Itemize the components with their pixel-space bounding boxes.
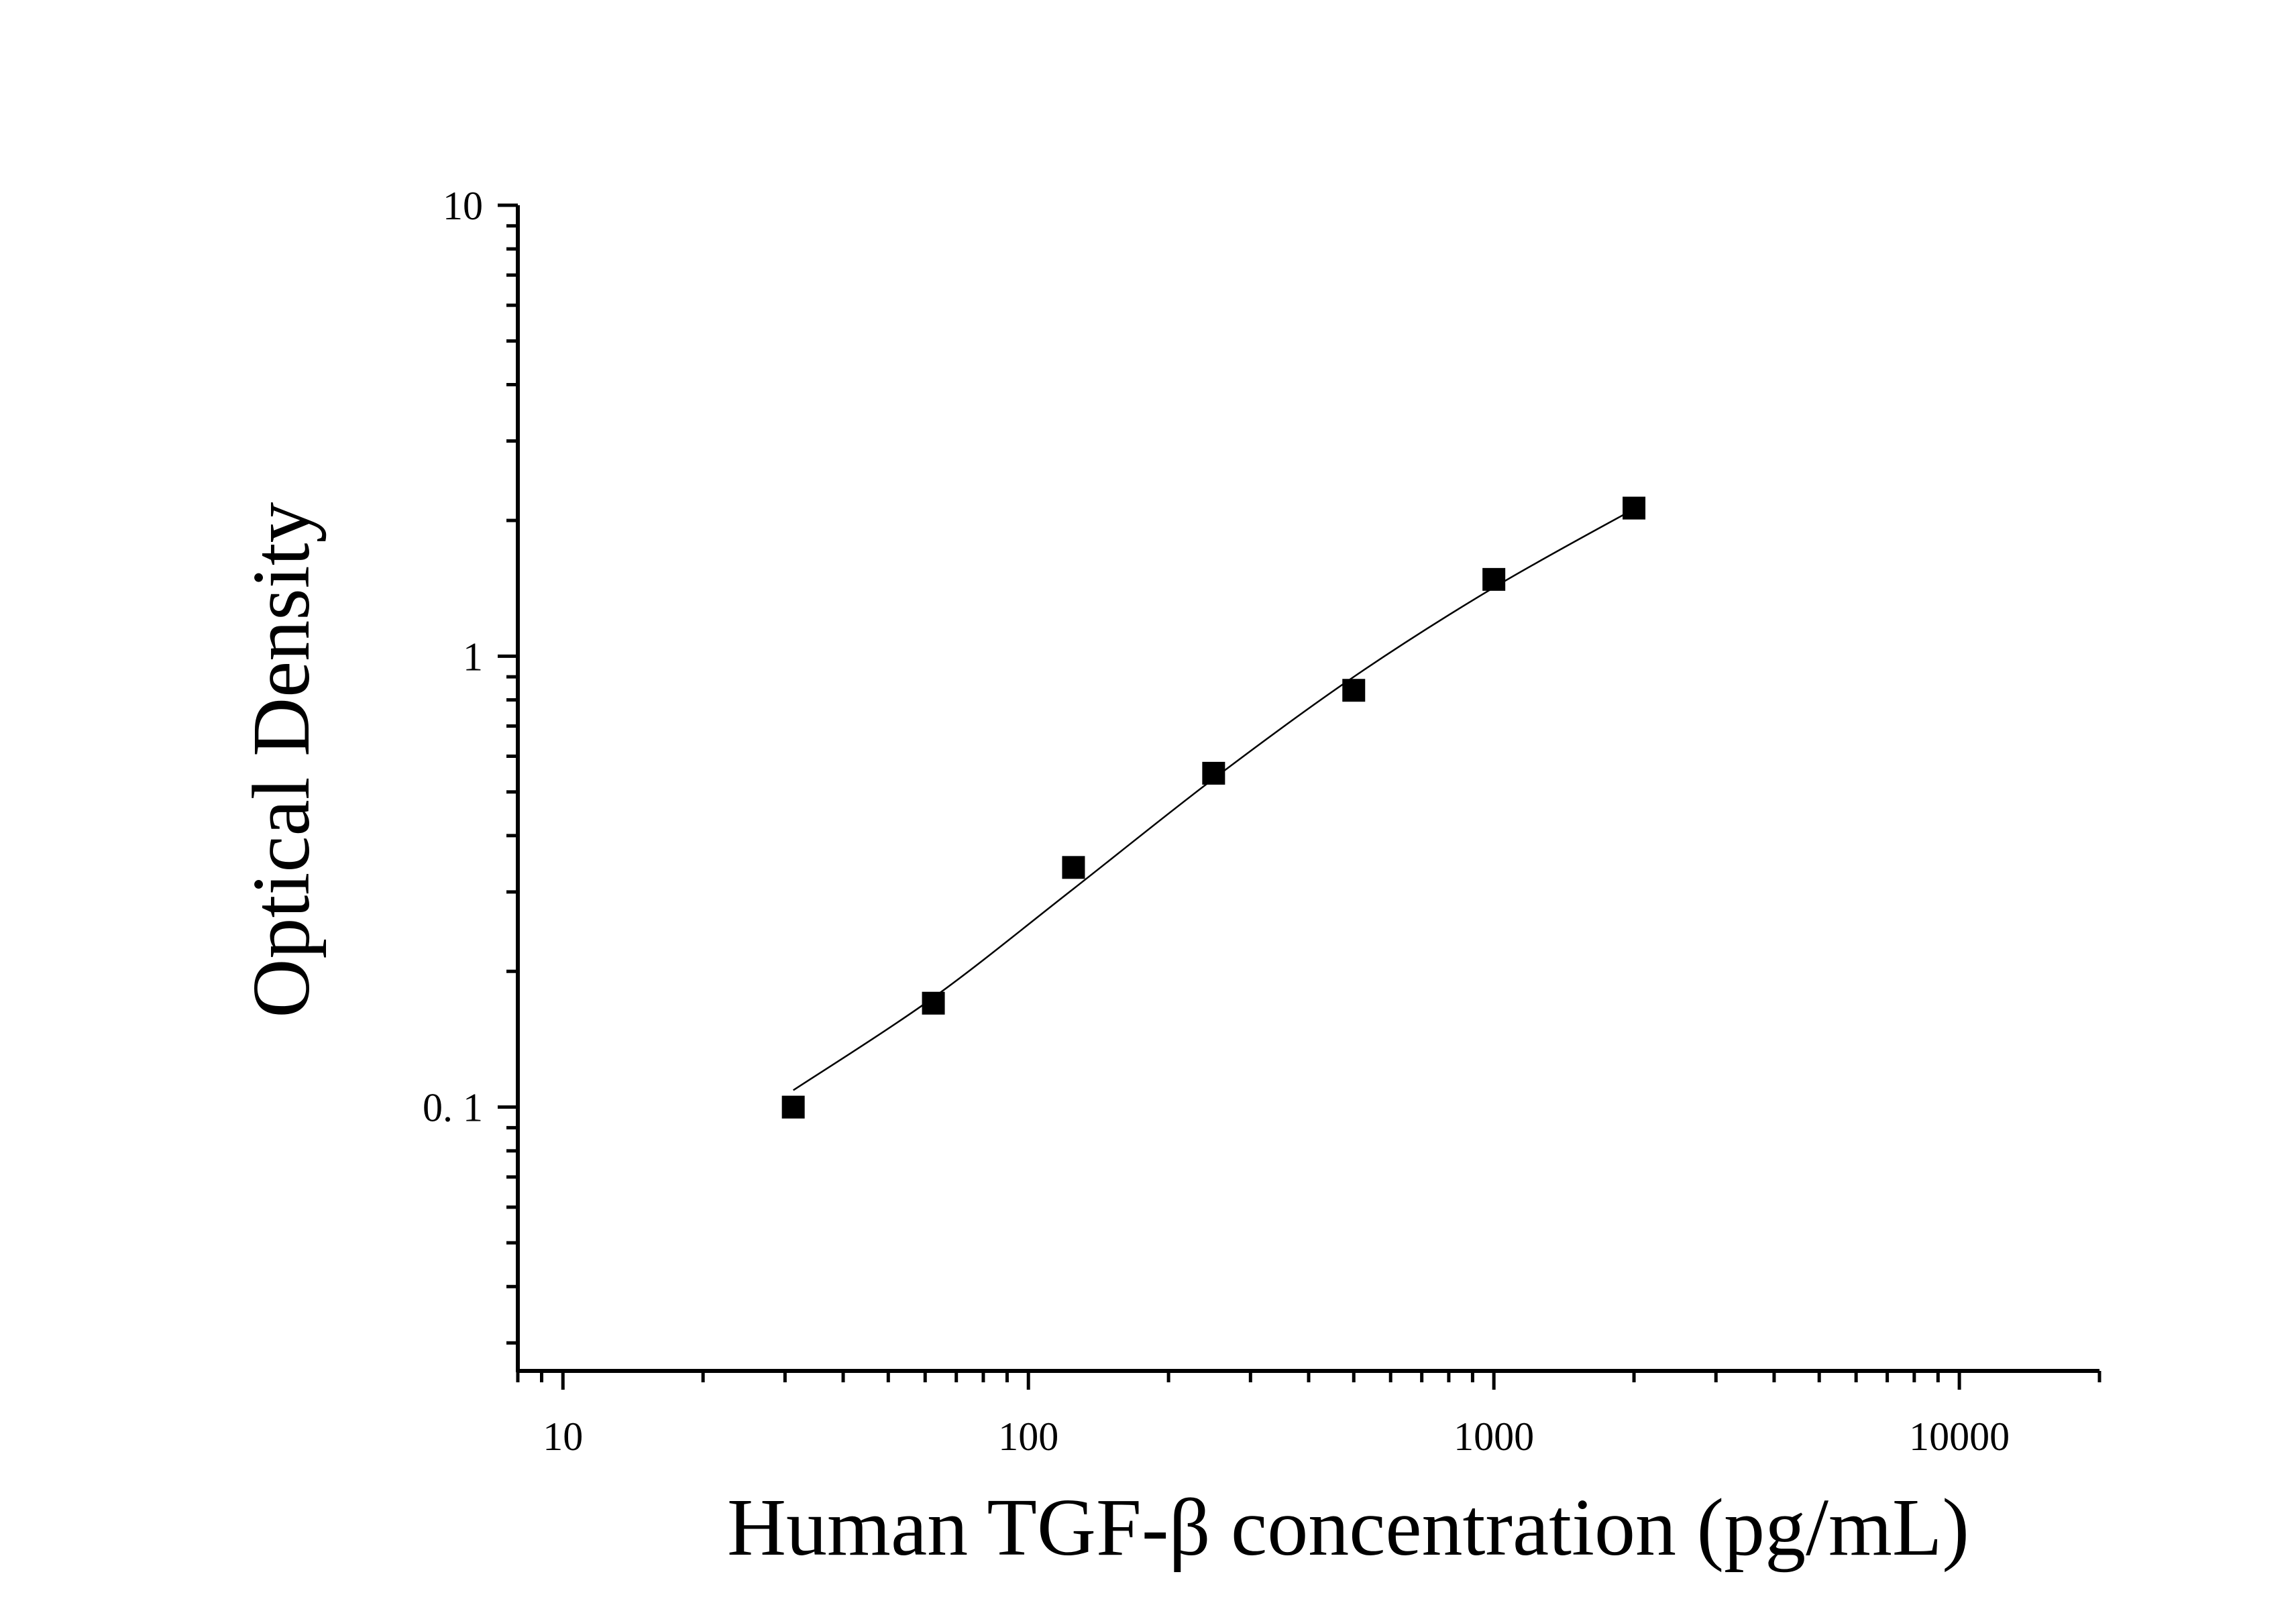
fit-curve-layer: [793, 508, 1635, 1091]
data-point: [1623, 496, 1646, 520]
x-tick-label: 10: [543, 1415, 583, 1459]
x-tick-label: 100: [998, 1415, 1058, 1459]
data-point: [922, 991, 945, 1015]
y-tick-label: 10: [443, 184, 483, 228]
data-point: [1482, 567, 1506, 591]
data-points: [781, 496, 1646, 1119]
y-tick-label: 1: [463, 634, 483, 679]
tick-labels: 0. 1 1 10 10 100 1000 10000: [423, 184, 2010, 1459]
y-axis-title: Optical Density: [236, 502, 327, 1017]
x-axis-title: Human TGF-β concentration (pg/mL): [727, 1482, 1969, 1573]
ticks: [498, 203, 2101, 1390]
axes: [516, 205, 2099, 1373]
x-tick-label: 10000: [1909, 1415, 2010, 1459]
y-tick-label: 0. 1: [423, 1086, 483, 1130]
fit-curve: [793, 508, 1635, 1091]
data-point: [781, 1095, 805, 1119]
data-point: [1202, 761, 1225, 785]
x-tick-label: 1000: [1454, 1415, 1534, 1459]
data-point: [1062, 856, 1085, 879]
data-point: [1342, 679, 1366, 702]
